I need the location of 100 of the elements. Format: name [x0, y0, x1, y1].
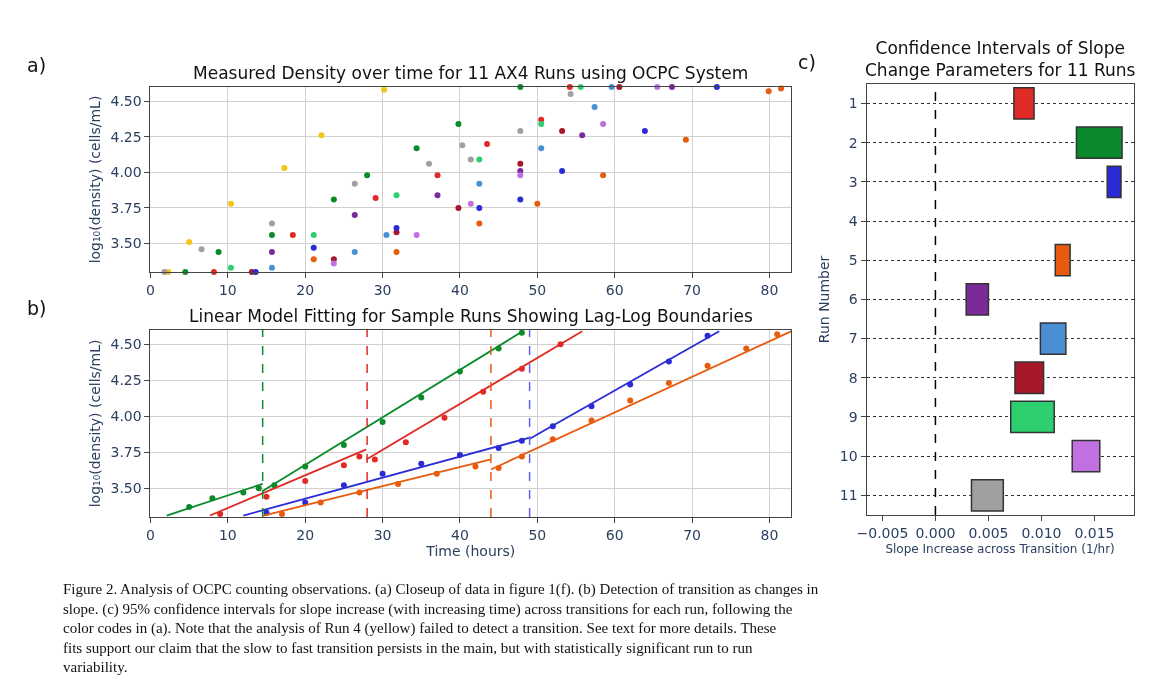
y-tick-label: 11	[839, 487, 858, 504]
x-tick-label: 0.010	[1021, 524, 1062, 541]
point	[418, 460, 425, 467]
y-tick-label: 3.50	[110, 480, 142, 497]
x-tick-label: 50	[528, 526, 547, 543]
x-tick-label: 20	[296, 281, 315, 298]
point	[665, 380, 672, 387]
caption: Figure 2. Analysis of OCPC counting observations. (a) Closeup of data in figure 1(f). (b) Detection of transition as changes in slope. (c) 95% confidence intervals for slope increase (with increasing time) across transitions for each run, following the color codes in (a). Note that the analysis of Run 4 (yellow) failed to detect a transition. See text for more details. These fits support our claim that the slow to fast transition persists in the main, but with statistically significant run to run variability.	[63, 581, 819, 675]
point	[330, 256, 337, 263]
point	[559, 167, 566, 174]
point	[517, 128, 524, 135]
point	[472, 463, 479, 470]
point	[268, 264, 275, 271]
point	[434, 172, 441, 179]
point	[441, 414, 448, 421]
x-tick-label: 70	[683, 281, 701, 298]
point	[379, 418, 386, 425]
chart-title: Confidence Intervals of Slope Change Parameters for 11 Runs	[865, 38, 1136, 81]
point	[668, 83, 675, 90]
point	[302, 478, 309, 484]
y-tick-label: 5	[848, 252, 858, 269]
x-tick-label: 40	[451, 281, 469, 298]
point	[330, 196, 337, 203]
point	[402, 439, 409, 446]
point	[455, 120, 462, 127]
x-tick-label: 10	[218, 281, 237, 298]
point	[534, 200, 541, 207]
point	[310, 231, 317, 238]
point	[538, 120, 545, 127]
point	[413, 145, 420, 152]
x-tick-label: 0	[146, 526, 155, 543]
point	[215, 249, 222, 256]
y-tick-label: 8	[848, 369, 858, 386]
x-tick-label: 50	[528, 281, 547, 298]
point	[289, 231, 296, 238]
point	[340, 442, 347, 449]
point	[467, 156, 474, 163]
x-tick-label: 40	[451, 526, 469, 543]
y-axis-title: log₁₀(density) (cells/mL)	[87, 95, 104, 264]
point	[393, 249, 400, 256]
y-tick-label: 4.25	[110, 128, 142, 145]
point	[330, 260, 337, 267]
point	[364, 172, 371, 179]
point	[393, 192, 400, 199]
y-tick-label: 4	[848, 212, 858, 229]
point	[268, 231, 275, 238]
point	[476, 220, 483, 227]
point	[186, 239, 193, 246]
x-tick-label: 30	[373, 281, 392, 298]
point	[459, 142, 466, 149]
bar	[1075, 126, 1123, 160]
point	[559, 128, 566, 135]
x-tick-label: 80	[760, 281, 779, 298]
point	[340, 482, 347, 489]
point	[318, 132, 325, 139]
point	[600, 172, 607, 179]
point	[310, 244, 317, 251]
point	[383, 231, 390, 238]
y-tick-label: 7	[848, 330, 858, 347]
x-tick-label: 60	[605, 281, 624, 298]
x-axis-title: Time (hours)	[425, 543, 516, 560]
point	[476, 204, 483, 211]
y-tick-label: 9	[848, 408, 858, 425]
y-tick-label: 3.50	[110, 235, 142, 252]
y-tick-label: 4.00	[110, 164, 142, 181]
y-tick-label: 1	[848, 95, 858, 112]
point	[227, 200, 234, 207]
point	[210, 269, 217, 275]
point	[268, 249, 275, 256]
point	[371, 456, 378, 463]
point	[426, 160, 433, 167]
point	[591, 103, 598, 110]
point	[351, 249, 358, 256]
y-tick-label: 3	[848, 173, 858, 190]
x-tick-label: 0.015	[1074, 524, 1115, 541]
text: a)	[27, 54, 47, 76]
x-tick-label: 60	[605, 526, 624, 543]
y-tick-label: 6	[848, 291, 858, 308]
y-tick-label: 4.50	[110, 93, 142, 110]
point	[704, 362, 711, 369]
point	[381, 86, 388, 93]
x-tick-label: 80	[760, 526, 779, 543]
point	[517, 196, 524, 203]
x-tick-label: 70	[683, 526, 701, 543]
point	[517, 160, 524, 167]
point	[268, 220, 275, 227]
point	[379, 470, 386, 477]
x-tick-label: 20	[296, 526, 315, 543]
point	[517, 172, 524, 179]
bar	[1106, 165, 1122, 199]
point	[774, 331, 781, 338]
y-tick-label: 4.50	[110, 336, 142, 353]
point	[579, 132, 586, 139]
y-tick-label: 3.75	[110, 199, 142, 216]
point	[198, 246, 205, 253]
point	[434, 192, 441, 199]
point	[627, 397, 634, 404]
text: b)	[27, 297, 47, 319]
point	[455, 204, 462, 211]
text: c)	[798, 51, 816, 73]
